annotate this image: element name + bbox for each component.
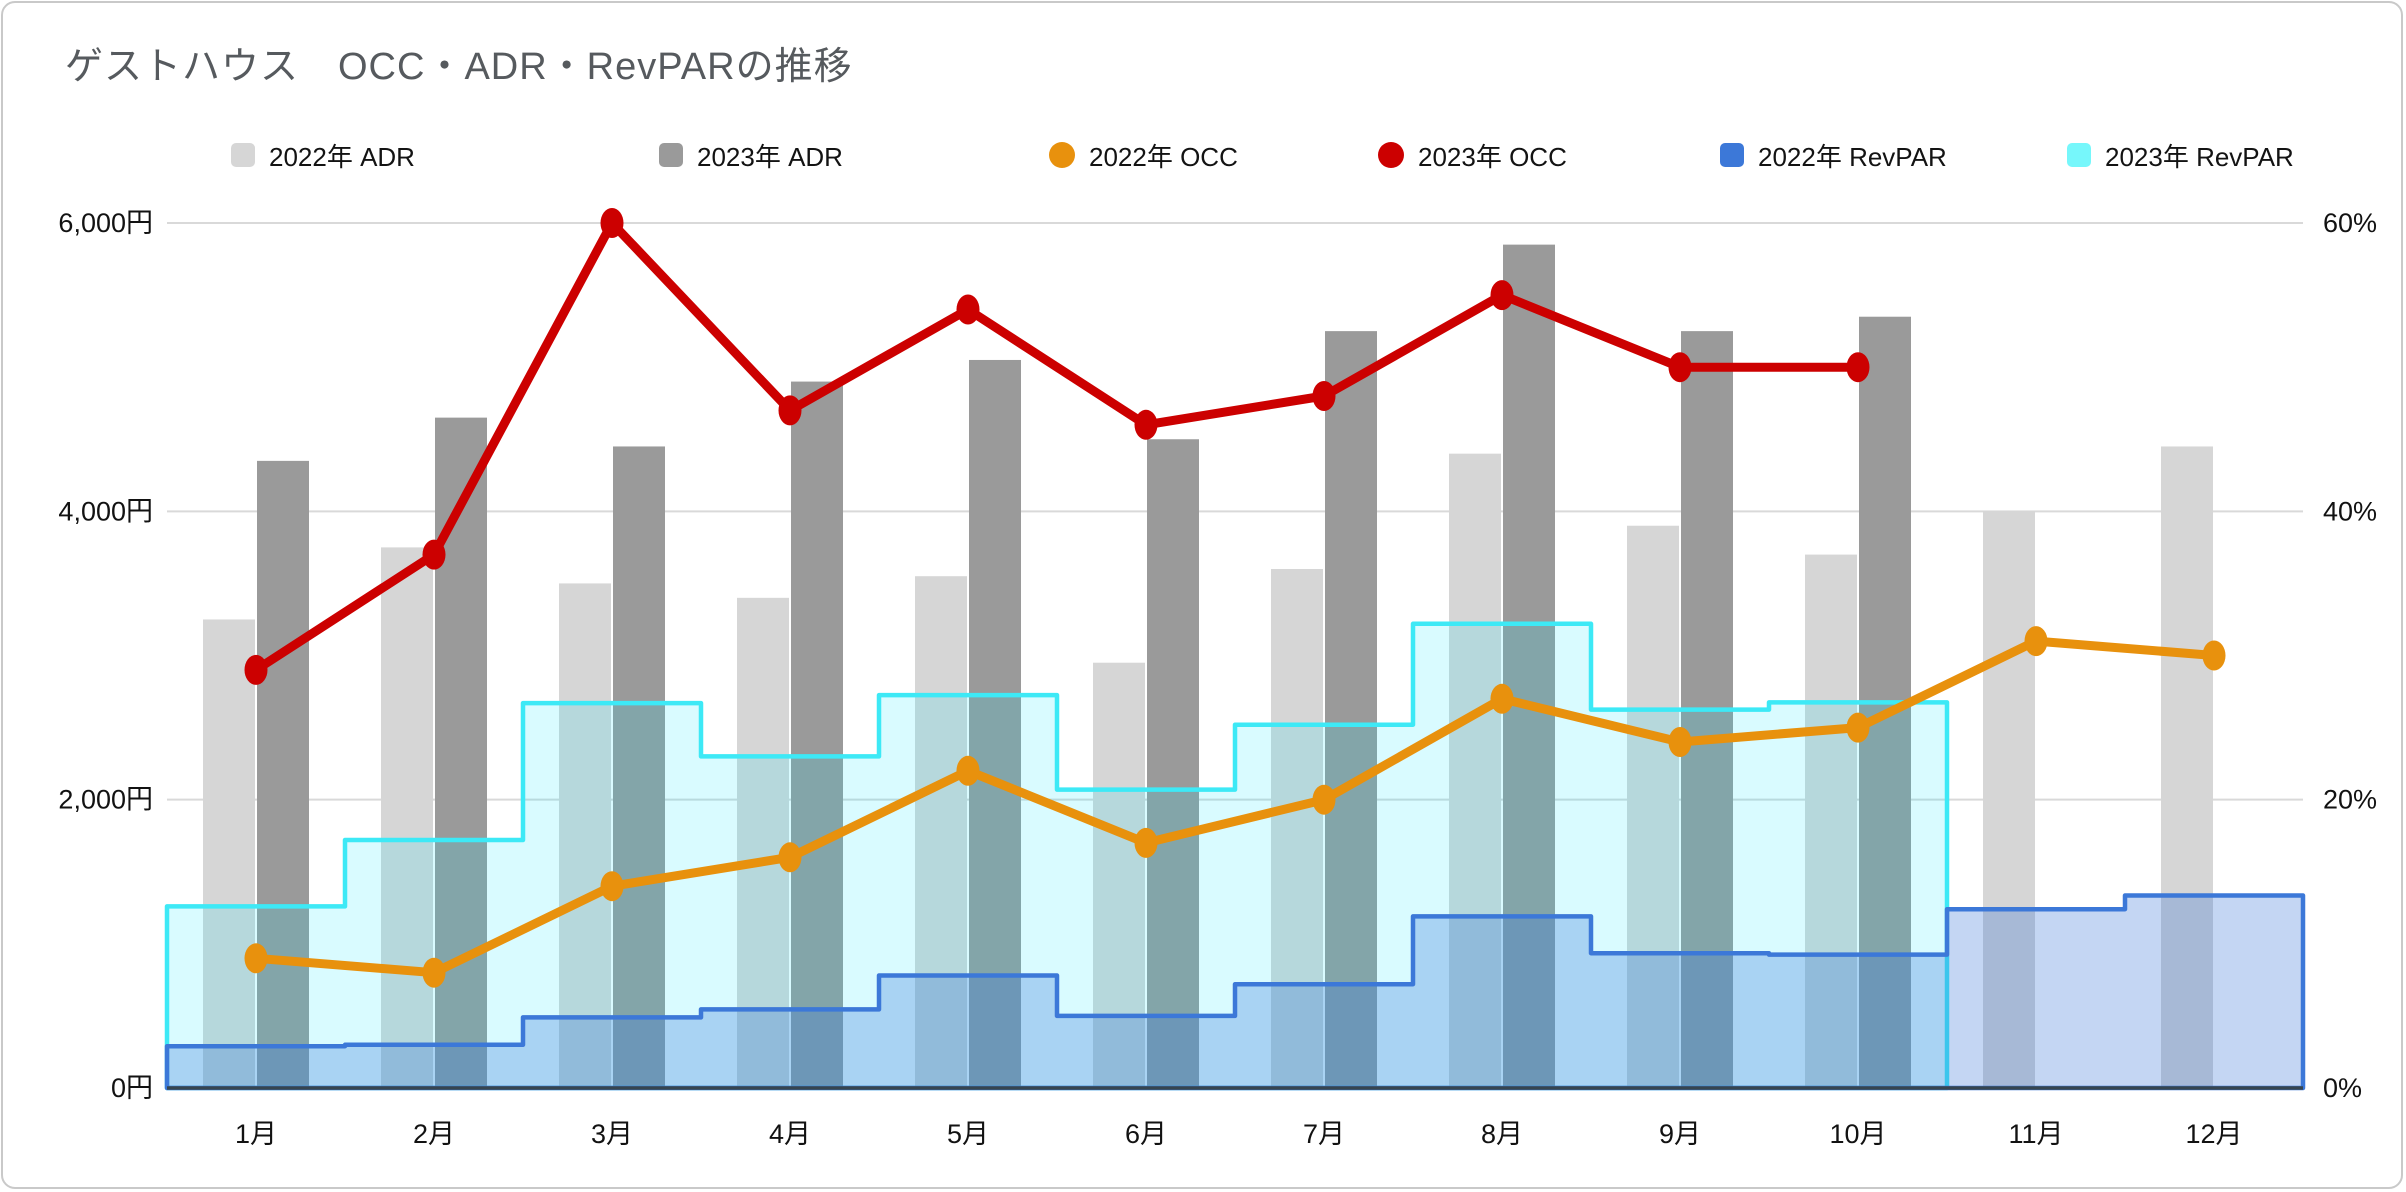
- x-tick-3月: 3月: [591, 1119, 633, 1149]
- bar-2023年 ADR-5月: [969, 359, 1021, 1088]
- y-axis-right-labels: 0% 20% 40% 60%: [2323, 208, 2377, 1103]
- point-2023年 OCC-9: [1668, 352, 1692, 383]
- stepped-area-2023年 RevPAR: [164, 621, 1950, 1091]
- point-2022年 OCC-1: [244, 943, 268, 974]
- point-2023年 OCC-6: [1134, 409, 1158, 440]
- bar-2022年 ADR-1月: [203, 619, 255, 1088]
- point-2022年 OCC-12: [2202, 640, 2226, 671]
- legend-circle-icon: [1378, 142, 1404, 168]
- y-left-tick: 0円: [111, 1073, 153, 1103]
- point-2023年 OCC-8: [1490, 280, 1514, 311]
- bar-2022年 ADR-2月: [381, 547, 433, 1088]
- bar-2023年 ADR-6月: [1147, 439, 1199, 1088]
- bar-2023年 ADR-7月: [1325, 331, 1377, 1088]
- point-2022年 OCC-7: [1312, 784, 1336, 815]
- legend-square-icon: [231, 143, 255, 167]
- x-tick-9月: 9月: [1659, 1119, 1701, 1149]
- bar-2022年 ADR-7月: [1271, 569, 1323, 1088]
- point-2022年 OCC-9: [1668, 727, 1692, 757]
- legend-square-icon: [659, 143, 683, 167]
- bar-2023年 ADR-8月: [1503, 244, 1555, 1088]
- x-tick-7月: 7月: [1303, 1119, 1345, 1149]
- point-2023年 OCC-5: [956, 294, 980, 325]
- point-2022年 OCC-6: [1134, 827, 1158, 858]
- y-left-tick: 4,000円: [58, 496, 153, 526]
- gridlines: [167, 222, 2303, 801]
- bar-2023年 ADR-4月: [791, 381, 843, 1088]
- legend-square-icon: [1720, 143, 1744, 167]
- y-right-tick: 20%: [2323, 785, 2377, 815]
- combo-chart: 0円 2,000円 4,000円 6,000円 0% 20% 40% 60% 1月 2月 3月 4月 5…: [58, 208, 2377, 1149]
- bar-2022年 ADR-12月: [2161, 446, 2213, 1088]
- y-right-tick: 0%: [2323, 1073, 2362, 1103]
- bar-2023年 ADR-3月: [613, 446, 665, 1088]
- point-2023年 OCC-2: [422, 539, 446, 570]
- point-2022年 OCC-2: [422, 957, 446, 988]
- point-2023年 OCC-3: [600, 208, 624, 238]
- x-tick-6月: 6月: [1125, 1119, 1167, 1149]
- x-tick-8月: 8月: [1481, 1119, 1523, 1149]
- point-2022年 OCC-11: [2024, 626, 2048, 657]
- legend-item-3: 2022年 OCC: [1049, 137, 1238, 173]
- legend-label: 2023年 ADR: [697, 141, 843, 172]
- chart-title: ゲストハウス OCC・ADR・RevPARの推移: [65, 46, 853, 88]
- point-2023年 OCC-1: [244, 654, 268, 685]
- bar-2023年 ADR-1月: [257, 460, 309, 1088]
- y-right-tick: 40%: [2323, 496, 2377, 526]
- legend-item-4: 2023年 OCC: [1378, 137, 1567, 173]
- x-axis-labels: 1月 2月 3月 4月 5月 6月 7月 8月 9月 10月 11月 12月: [235, 1119, 2243, 1149]
- x-tick-12月: 12月: [2185, 1119, 2242, 1149]
- x-tick-10月: 10月: [1829, 1119, 1886, 1149]
- legend-item-1: 2022年 ADR: [231, 137, 415, 173]
- stepped-area-2022年 RevPAR: [164, 893, 2306, 1091]
- legend-label: 2023年 OCC: [1418, 141, 1567, 172]
- legend-label: 2022年 RevPAR: [1758, 141, 1947, 172]
- bar-series-2022年 ADR: [203, 446, 2213, 1089]
- legend-label: 2022年 OCC: [1089, 141, 1238, 172]
- point-2023年 OCC-7: [1312, 381, 1336, 411]
- chart-legend: 2022年 ADR 2023年 ADR 2022年 OCC 2023年 OCC 2022…: [3, 137, 2401, 173]
- bar-2022年 ADR-4月: [737, 597, 789, 1088]
- legend-square-icon: [2067, 143, 2091, 167]
- point-2023年 OCC-4: [778, 395, 802, 426]
- y-left-tick: 2,000円: [58, 785, 153, 815]
- legend-circle-icon: [1049, 142, 1075, 168]
- bar-2022年 ADR-10月: [1805, 554, 1857, 1088]
- point-2022年 OCC-3: [600, 871, 624, 902]
- point-2022年 OCC-5: [956, 755, 980, 786]
- x-tick-1月: 1月: [235, 1119, 277, 1149]
- bar-2022年 ADR-3月: [559, 583, 611, 1088]
- x-tick-5月: 5月: [947, 1119, 989, 1149]
- bar-2022年 ADR-9月: [1627, 525, 1679, 1088]
- bar-2022年 ADR-5月: [915, 576, 967, 1088]
- point-2022年 OCC-4: [778, 842, 802, 873]
- legend-label: 2022年 ADR: [269, 141, 415, 172]
- x-tick-4月: 4月: [769, 1119, 811, 1149]
- legend-label: 2023年 RevPAR: [2105, 141, 2294, 172]
- x-tick-2月: 2月: [413, 1119, 455, 1149]
- line-series-2023年 OCC: [244, 208, 1870, 685]
- legend-item-6: 2023年 RevPAR: [2067, 137, 2294, 173]
- bar-2022年 ADR-11月: [1983, 511, 2035, 1088]
- bar-2022年 ADR-8月: [1449, 453, 1501, 1089]
- legend-item-2: 2023年 ADR: [659, 137, 843, 173]
- point-2022年 OCC-10: [1846, 712, 1870, 743]
- y-left-tick: 6,000円: [58, 208, 153, 238]
- point-2023年 OCC-10: [1846, 352, 1870, 383]
- x-tick-11月: 11月: [2008, 1119, 2063, 1149]
- y-right-tick: 60%: [2323, 208, 2377, 238]
- legend-item-5: 2022年 RevPAR: [1720, 137, 1947, 173]
- point-2022年 OCC-8: [1490, 683, 1514, 714]
- y-axis-left-labels: 0円 2,000円 4,000円 6,000円: [58, 208, 153, 1103]
- line-series-2022年 OCC: [244, 626, 2226, 988]
